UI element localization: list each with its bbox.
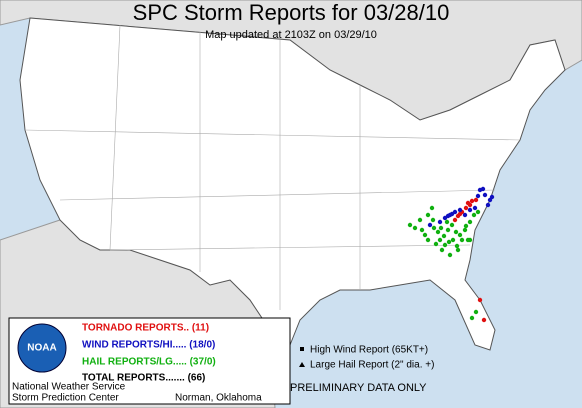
report-dot <box>430 217 436 223</box>
report-dot <box>444 219 450 225</box>
report-dot <box>417 217 423 223</box>
report-dot <box>457 211 463 217</box>
legend-item: TORNADO REPORTS.. (11) <box>82 323 209 334</box>
notice: PRELIMINARY DATA ONLY <box>290 382 427 394</box>
location: Norman, Oklahoma <box>175 393 262 404</box>
report-dot <box>452 217 458 223</box>
key-item: Large Hail Report (2" dia. +) <box>310 360 434 371</box>
agency: National Weather Service <box>12 382 126 393</box>
report-dot <box>467 207 473 213</box>
report-dot <box>455 247 461 253</box>
report-dot <box>469 198 475 204</box>
agency: Storm Prediction Center <box>12 393 119 404</box>
report-dot <box>442 242 448 248</box>
report-dot <box>422 232 428 238</box>
report-dot <box>481 317 487 323</box>
report-dot <box>450 237 456 243</box>
report-dot <box>425 212 431 218</box>
report-dot <box>449 222 455 228</box>
report-dot <box>449 211 455 217</box>
report-dot <box>471 212 477 218</box>
report-dot <box>463 205 469 211</box>
report-dot <box>473 197 479 203</box>
report-dot <box>469 315 475 321</box>
report-dot <box>425 237 431 243</box>
report-dot <box>446 239 452 245</box>
report-dot <box>453 229 459 235</box>
subtitle: Map updated at 2103Z on 03/29/10 <box>205 29 377 41</box>
report-dot <box>431 225 437 231</box>
report-dot <box>407 222 413 228</box>
report-dot <box>445 213 451 219</box>
report-dot <box>419 227 425 233</box>
report-dot <box>475 193 481 199</box>
report-dot <box>462 227 468 233</box>
report-dot <box>459 237 465 243</box>
report-dot <box>467 219 473 225</box>
report-dot <box>462 212 468 218</box>
report-dot <box>463 223 469 229</box>
report-dot <box>439 247 445 253</box>
usa <box>19 17 566 351</box>
state-lines <box>24 24 521 310</box>
report-markers <box>407 186 495 323</box>
report-dot <box>485 202 491 208</box>
report-dot <box>489 194 495 200</box>
report-dot <box>480 186 486 192</box>
logo-text: NOAA <box>27 343 56 354</box>
report-dot <box>433 241 439 247</box>
key-triangle <box>299 362 305 367</box>
report-dot <box>475 209 481 215</box>
report-dot <box>465 237 471 243</box>
report-dot <box>457 232 463 238</box>
report-dot <box>482 192 488 198</box>
report-dot <box>473 309 479 315</box>
report-dot <box>412 225 418 231</box>
legend-item: WIND REPORTS/HI..... (18/0) <box>82 340 215 351</box>
key-square <box>300 347 304 351</box>
report-dot <box>457 207 463 213</box>
legend-item: HAIL REPORTS/LG..... (37/0) <box>82 357 216 368</box>
legend-items: TORNADO REPORTS.. (11) WIND REPORTS/HI...… <box>82 323 216 368</box>
report-dot <box>427 222 433 228</box>
report-dot <box>472 205 478 211</box>
report-dot <box>435 229 441 235</box>
legend-total: TOTAL REPORTS....... (66) <box>82 373 205 384</box>
key-item: High Wind Report (65KT+) <box>310 345 428 356</box>
report-dot <box>437 237 443 243</box>
report-dot <box>445 227 451 233</box>
title: SPC Storm Reports for 03/28/10 <box>133 0 450 25</box>
report-dot <box>429 205 435 211</box>
report-dot <box>454 243 460 249</box>
report-dot <box>447 252 453 258</box>
noaa-logo <box>17 323 67 373</box>
report-dot <box>441 233 447 239</box>
report-dot <box>438 225 444 231</box>
report-dot <box>465 200 471 206</box>
report-dot <box>437 219 443 225</box>
report-dot <box>477 297 483 303</box>
